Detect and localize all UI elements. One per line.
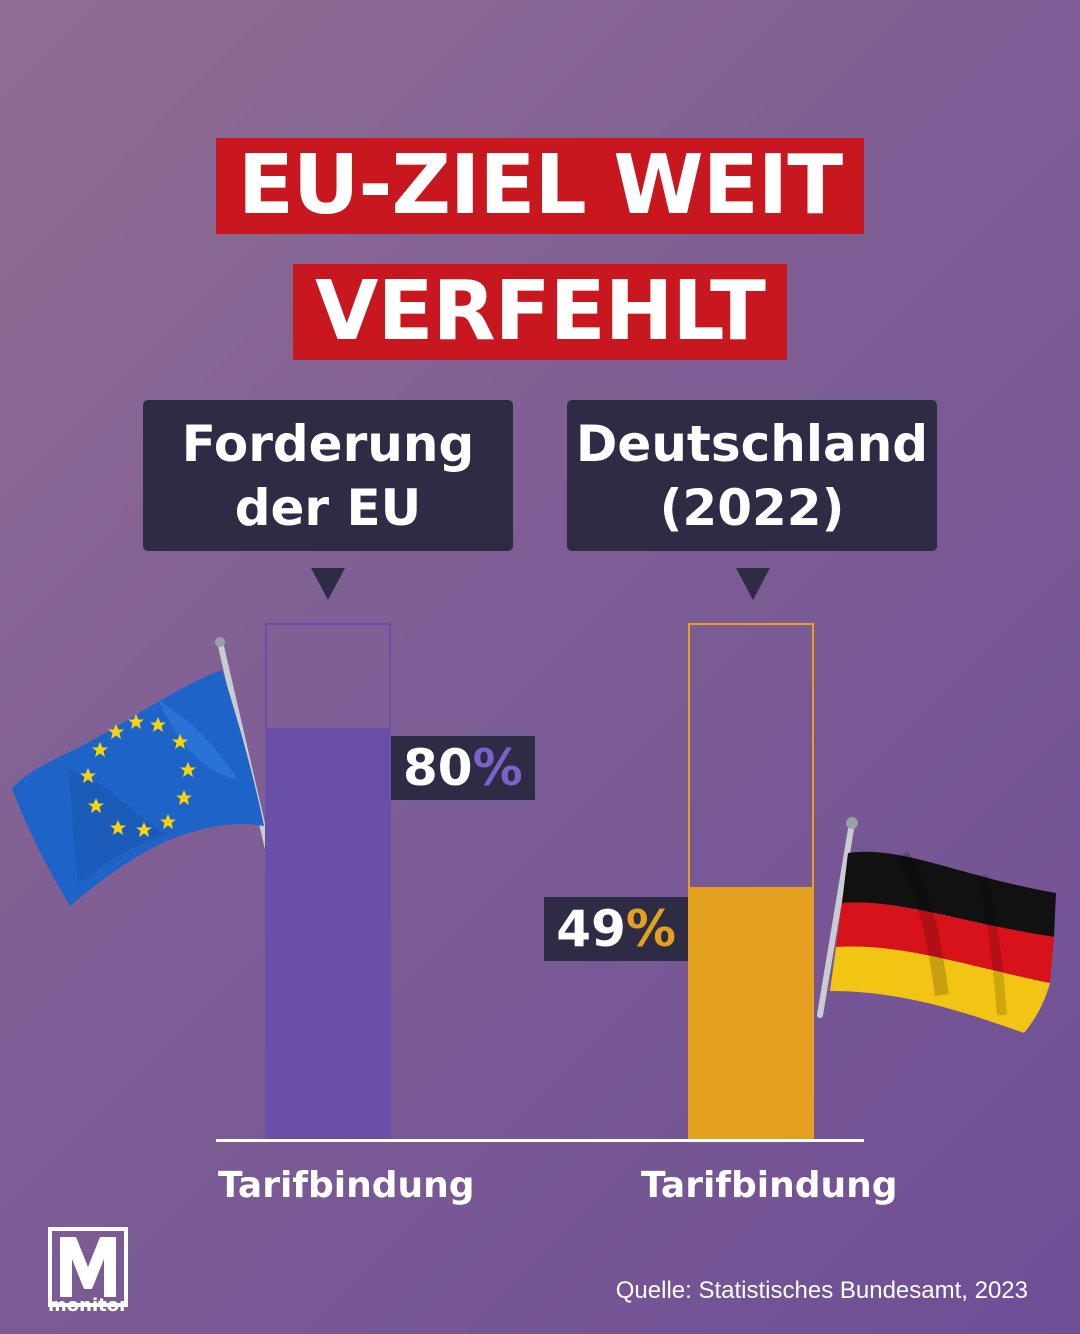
de-category-label: Tarifbindung <box>641 1165 898 1206</box>
eu-flag-icon <box>12 637 273 906</box>
eu-header-line-1: Forderung <box>181 414 475 473</box>
de-header-line-2: (2022) <box>659 478 845 537</box>
eu-header-box: Forderung der EU <box>143 400 513 551</box>
eu-bar-track <box>265 623 391 1140</box>
de-value-label: 49% <box>544 896 688 961</box>
eu-value-label: 80% <box>391 736 535 801</box>
x-axis-line <box>216 1139 864 1142</box>
title-line-2: VERFEHLT <box>293 264 787 360</box>
eu-header-line-2: der EU <box>234 478 422 537</box>
monitor-logo-icon <box>48 1227 128 1307</box>
eu-bar <box>267 727 389 1138</box>
de-header-pointer-icon <box>736 568 770 600</box>
eu-category-label: Tarifbindung <box>218 1165 475 1206</box>
logo-text: monitor <box>48 1295 128 1316</box>
title-line-1: EU-ZIEL WEIT <box>216 138 864 234</box>
eu-value-number: 80 <box>403 739 473 798</box>
de-bar <box>690 886 812 1138</box>
de-value-number: 49 <box>556 899 626 958</box>
german-flag-icon <box>817 817 1056 1033</box>
de-bar-track <box>688 623 814 1140</box>
de-value-unit: % <box>625 899 676 958</box>
de-header-line-1: Deutschland <box>575 414 929 473</box>
source-note: Quelle: Statistisches Bundesamt, 2023 <box>615 1277 1028 1304</box>
eu-value-unit: % <box>472 739 523 798</box>
de-header-box: Deutschland (2022) <box>567 400 937 551</box>
eu-header-pointer-icon <box>311 568 345 600</box>
